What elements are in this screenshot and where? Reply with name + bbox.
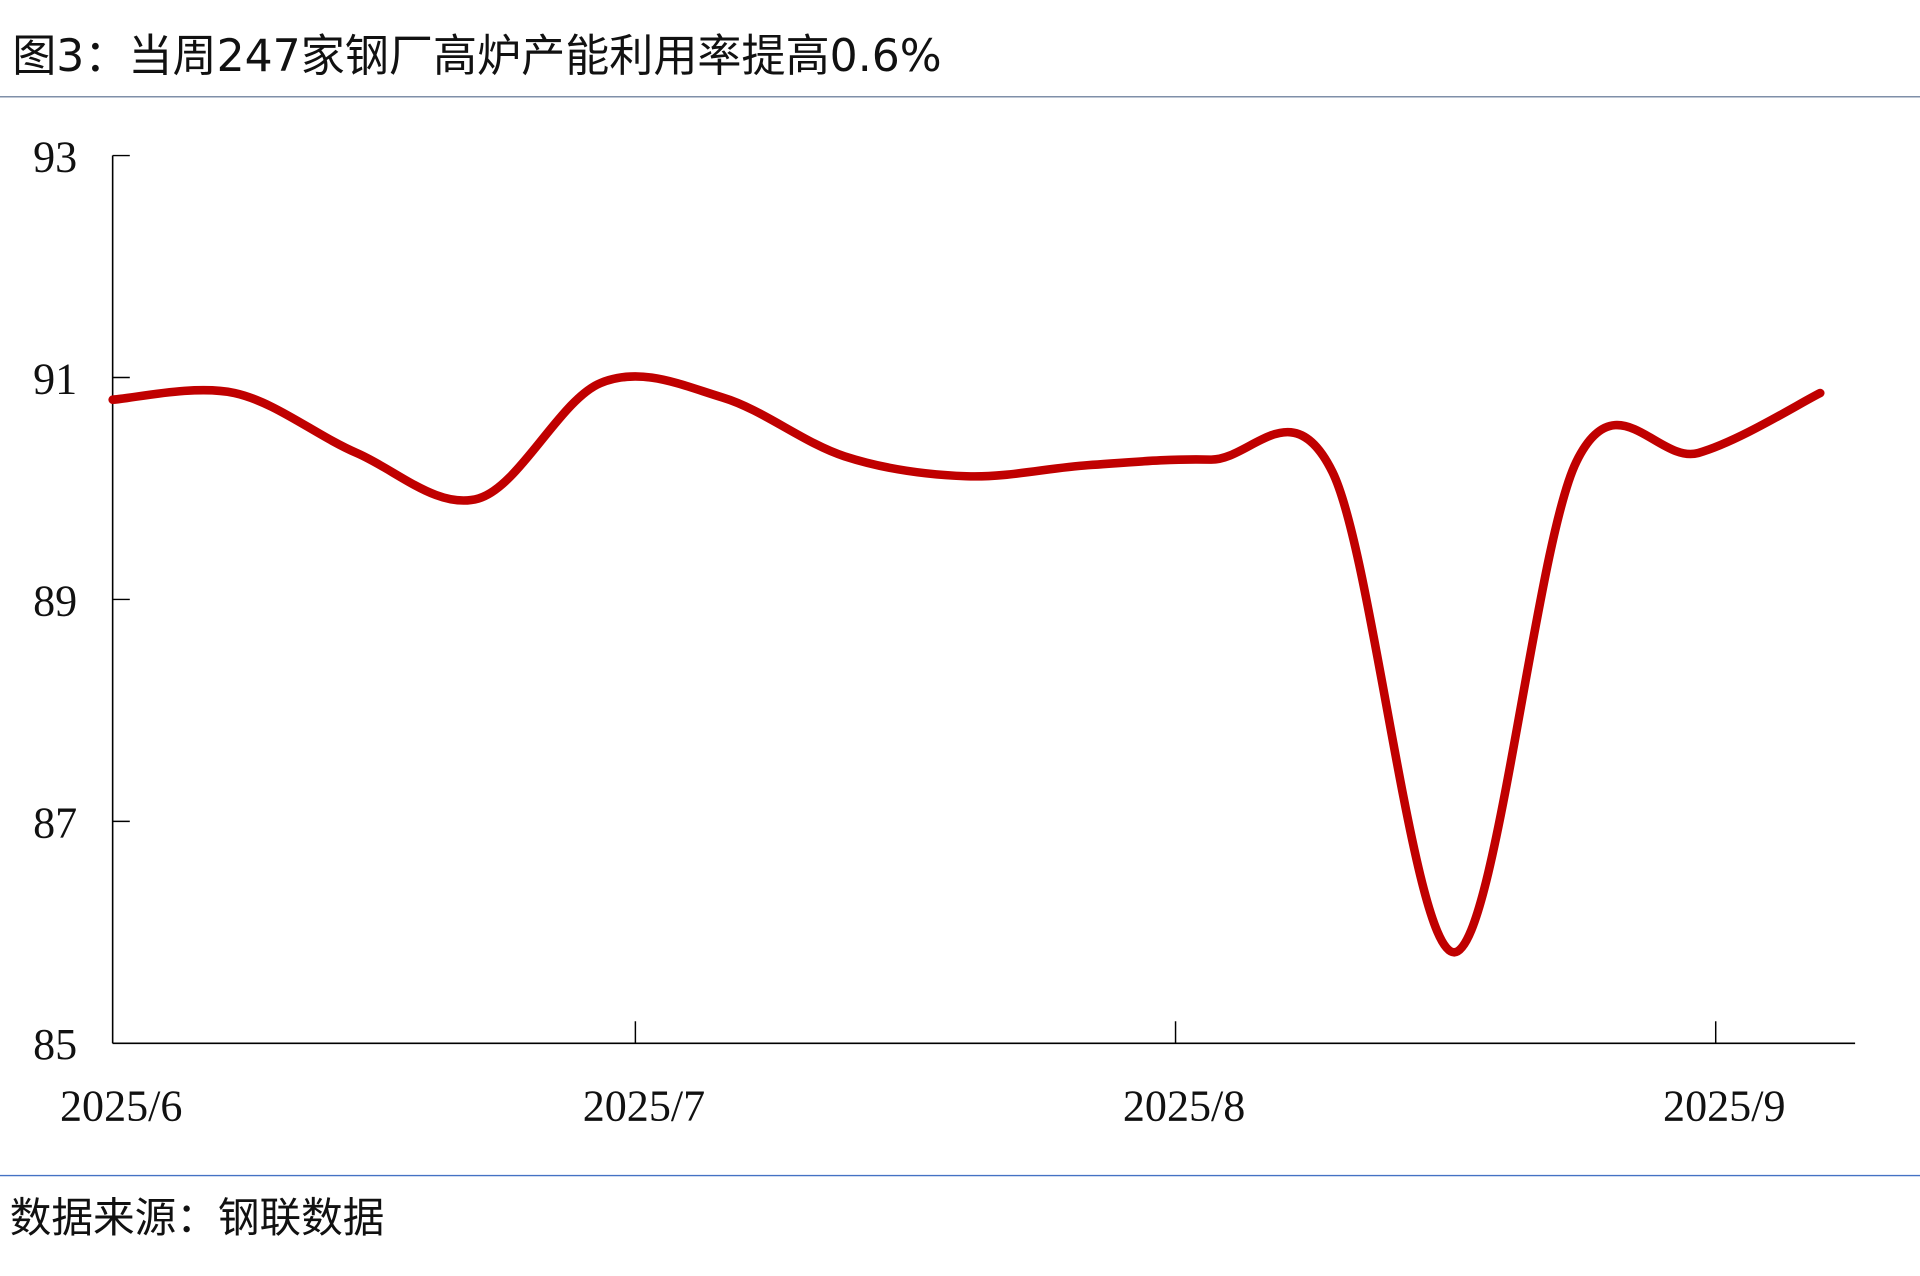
- series-line: [108, 372, 1825, 957]
- axes: 85 87 89 91 93 2025/6 2025/7 2025/8 2025/9: [33, 132, 1856, 1130]
- x-tick-label: 2025/7: [583, 1081, 705, 1130]
- x-tick-label: 2025/8: [1123, 1081, 1245, 1130]
- y-tick-label: 89: [33, 576, 77, 625]
- series: [108, 372, 1825, 957]
- x-tick-label: 2025/6: [60, 1081, 182, 1130]
- y-tick-label: 87: [33, 798, 77, 847]
- x-tick-label: 2025/9: [1663, 1081, 1785, 1130]
- y-tick-label: 93: [33, 132, 77, 181]
- y-tick-label: 85: [33, 1020, 77, 1069]
- source-note: 数据来源：钢联数据: [10, 1193, 385, 1242]
- chart-title: 图3：当周247家钢厂高炉产能利用率提高0.6%: [12, 31, 941, 82]
- y-tick-label: 91: [33, 354, 77, 403]
